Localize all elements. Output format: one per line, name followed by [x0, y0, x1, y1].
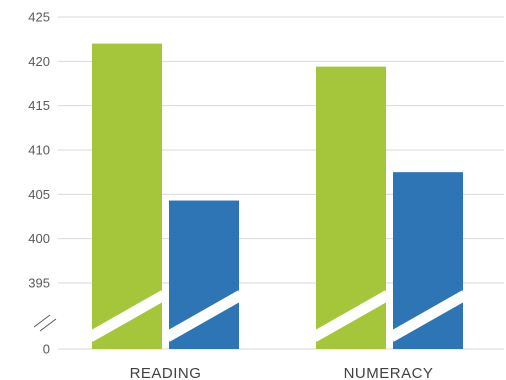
bar — [393, 172, 463, 349]
bar-break-stripe — [388, 290, 468, 342]
bar-break-stripe — [164, 290, 244, 342]
y-tick-label: 425 — [28, 10, 50, 25]
x-category-label: READING — [130, 365, 202, 380]
axis-break-slash — [33, 314, 51, 328]
y-tick-label: 0 — [43, 342, 50, 357]
y-tick-label: 410 — [28, 143, 50, 158]
bars — [87, 43, 468, 350]
y-tick-label: 395 — [28, 276, 50, 291]
bar-break-stripe — [87, 290, 167, 342]
bar-break-stripe — [311, 290, 391, 342]
x-axis-category-labels: READING NUMERACY — [130, 365, 434, 380]
axis-break-slash — [39, 318, 57, 332]
y-tick-label: 420 — [28, 54, 50, 69]
x-category-label: NUMERACY — [344, 365, 434, 380]
y-tick-label: 405 — [28, 187, 50, 202]
y-tick-label: 400 — [28, 231, 50, 246]
y-tick-label: 415 — [28, 98, 50, 113]
axis-break-marker — [33, 314, 57, 332]
y-axis-tick-labels: 0 395 400 405 410 415 420 425 — [28, 10, 50, 357]
